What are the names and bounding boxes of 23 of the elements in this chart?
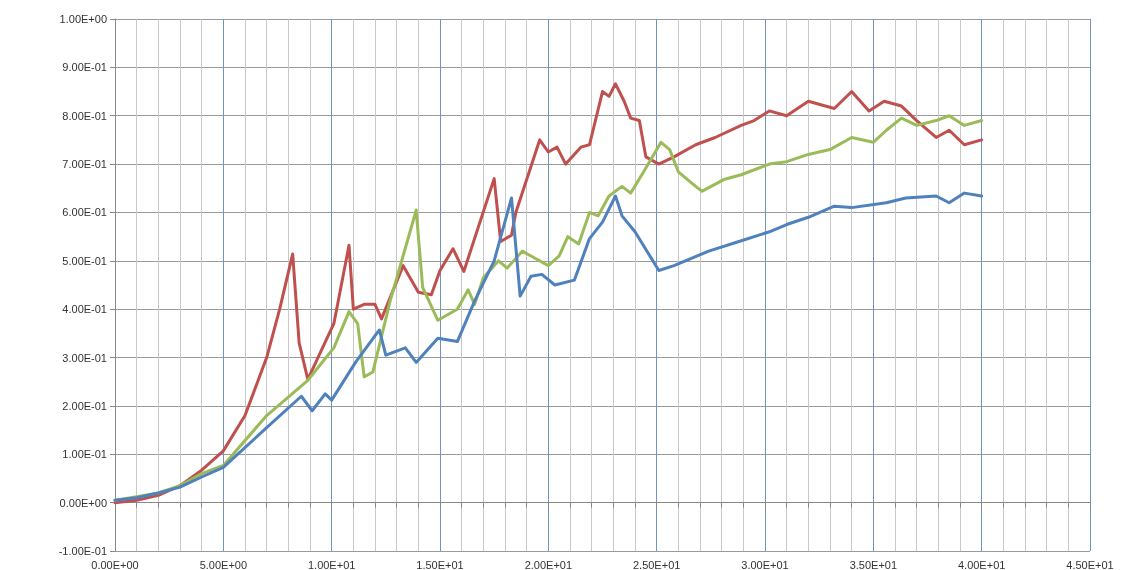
x-tick-label: 0.00E+00 bbox=[91, 558, 139, 570]
y-tick-label: 5.00E-01 bbox=[62, 254, 107, 267]
x-tick-label: 2.00E+01 bbox=[524, 558, 573, 570]
y-tick-label: 1.00E-01 bbox=[62, 448, 107, 461]
x-tick-label: 5.00E+00 bbox=[199, 558, 248, 570]
y-tick-label: 0.00E+00 bbox=[59, 496, 107, 509]
y-tick-label: 2.00E-01 bbox=[62, 399, 107, 412]
y-tick-label: 9.00E-01 bbox=[62, 61, 107, 74]
x-tick-label: 1.00E+01 bbox=[307, 558, 356, 570]
line-series bbox=[113, 191, 984, 502]
x-tick-label: 2.50E+01 bbox=[632, 558, 681, 570]
y-tick-label: 3.00E-01 bbox=[62, 351, 107, 364]
y-tick-label: -1.00E-01 bbox=[58, 545, 107, 557]
y-tick-label: 1.00E+00 bbox=[59, 13, 107, 25]
y-tick-label: 8.00E-01 bbox=[62, 109, 107, 122]
y-tick-label: 4.00E-01 bbox=[62, 303, 107, 316]
x-tick-label: 1.50E+01 bbox=[416, 558, 464, 570]
y-tick-label: 7.00E-01 bbox=[62, 158, 107, 171]
x-tick-label: 4.50E+01 bbox=[1066, 558, 1114, 570]
x-tick-label: 3.50E+01 bbox=[849, 558, 898, 570]
x-tick-label: 4.00E+01 bbox=[957, 558, 1006, 570]
x-tick-label: 3.00E+01 bbox=[741, 558, 789, 570]
y-tick-label: 6.00E-01 bbox=[62, 206, 107, 219]
